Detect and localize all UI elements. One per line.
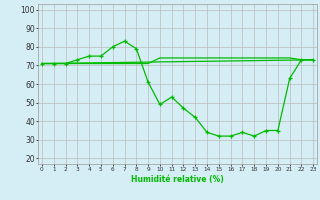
X-axis label: Humidité relative (%): Humidité relative (%) xyxy=(131,175,224,184)
